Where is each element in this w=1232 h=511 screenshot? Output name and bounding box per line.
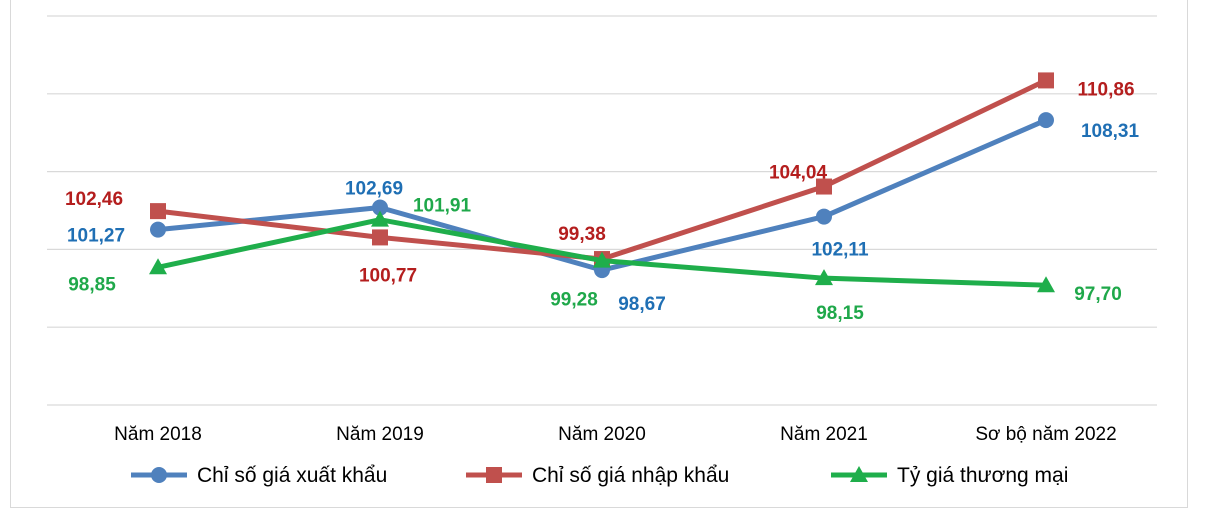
data-label: 101,91 [413, 196, 472, 217]
data-labels: 101,27 102,69 98,67 102,11 108,31 102,46 100,7… [65, 79, 1140, 324]
data-label: 102,69 [345, 179, 403, 200]
data-label: 101,27 [67, 226, 125, 247]
data-point [1038, 72, 1054, 89]
data-label: 102,11 [811, 240, 868, 261]
legend-label: Chỉ số giá nhập khẩu [532, 464, 729, 487]
line-chart: Năm 2018 Năm 2019 Năm 2020 Năm 2021 Sơ bộ nă… [47, 15, 1157, 487]
legend-marker [151, 467, 167, 483]
data-label: 98,85 [68, 274, 116, 295]
data-label: 100,77 [359, 265, 417, 286]
data-point [816, 208, 832, 225]
data-label: 97,70 [1074, 284, 1122, 305]
data-point [372, 229, 388, 246]
x-axis-ticks: Năm 2018 Năm 2019 Năm 2020 Năm 2021 Sơ bộ nă… [114, 424, 1117, 445]
legend-label: Chỉ số giá xuất khẩu [197, 464, 387, 487]
legend-item: Tỷ giá thương mại [831, 464, 1068, 487]
x-tick-label: Năm 2021 [780, 424, 868, 445]
legend-label: Tỷ giá thương mại [897, 464, 1068, 487]
data-label: 108,31 [1081, 121, 1140, 142]
data-label: 102,46 [65, 189, 123, 210]
legend-item: Chỉ số giá nhập khẩu [466, 464, 729, 487]
data-label: 104,04 [769, 163, 828, 184]
data-point [1038, 112, 1054, 129]
data-point [371, 210, 389, 227]
x-tick-label: Năm 2019 [336, 424, 424, 445]
legend-marker [850, 466, 868, 482]
chart-frame: Năm 2018 Năm 2019 Năm 2020 Năm 2021 Sơ bộ nă… [10, 0, 1188, 508]
gridlines [47, 15, 1157, 406]
data-point [149, 258, 167, 275]
series-3 [149, 210, 1055, 293]
data-point [816, 178, 832, 195]
legend-marker [486, 467, 502, 483]
data-point [815, 269, 833, 286]
legend: Chỉ số giá xuất khẩu Chỉ số giá nhập khẩu… [131, 464, 1068, 487]
x-tick-label: Năm 2020 [558, 424, 646, 445]
data-point [150, 203, 166, 220]
x-tick-label: Năm 2018 [114, 424, 202, 445]
data-label: 98,15 [816, 303, 864, 324]
data-label: 110,86 [1077, 79, 1134, 100]
data-point [593, 251, 611, 268]
x-tick-label: Sơ bộ năm 2022 [975, 424, 1116, 445]
data-label: 99,38 [558, 224, 606, 245]
data-point [372, 199, 388, 216]
data-point [150, 221, 166, 238]
data-label: 98,67 [618, 294, 666, 315]
data-label: 99,28 [550, 290, 598, 311]
legend-item: Chỉ số giá xuất khẩu [131, 464, 387, 487]
data-point [1037, 276, 1055, 293]
